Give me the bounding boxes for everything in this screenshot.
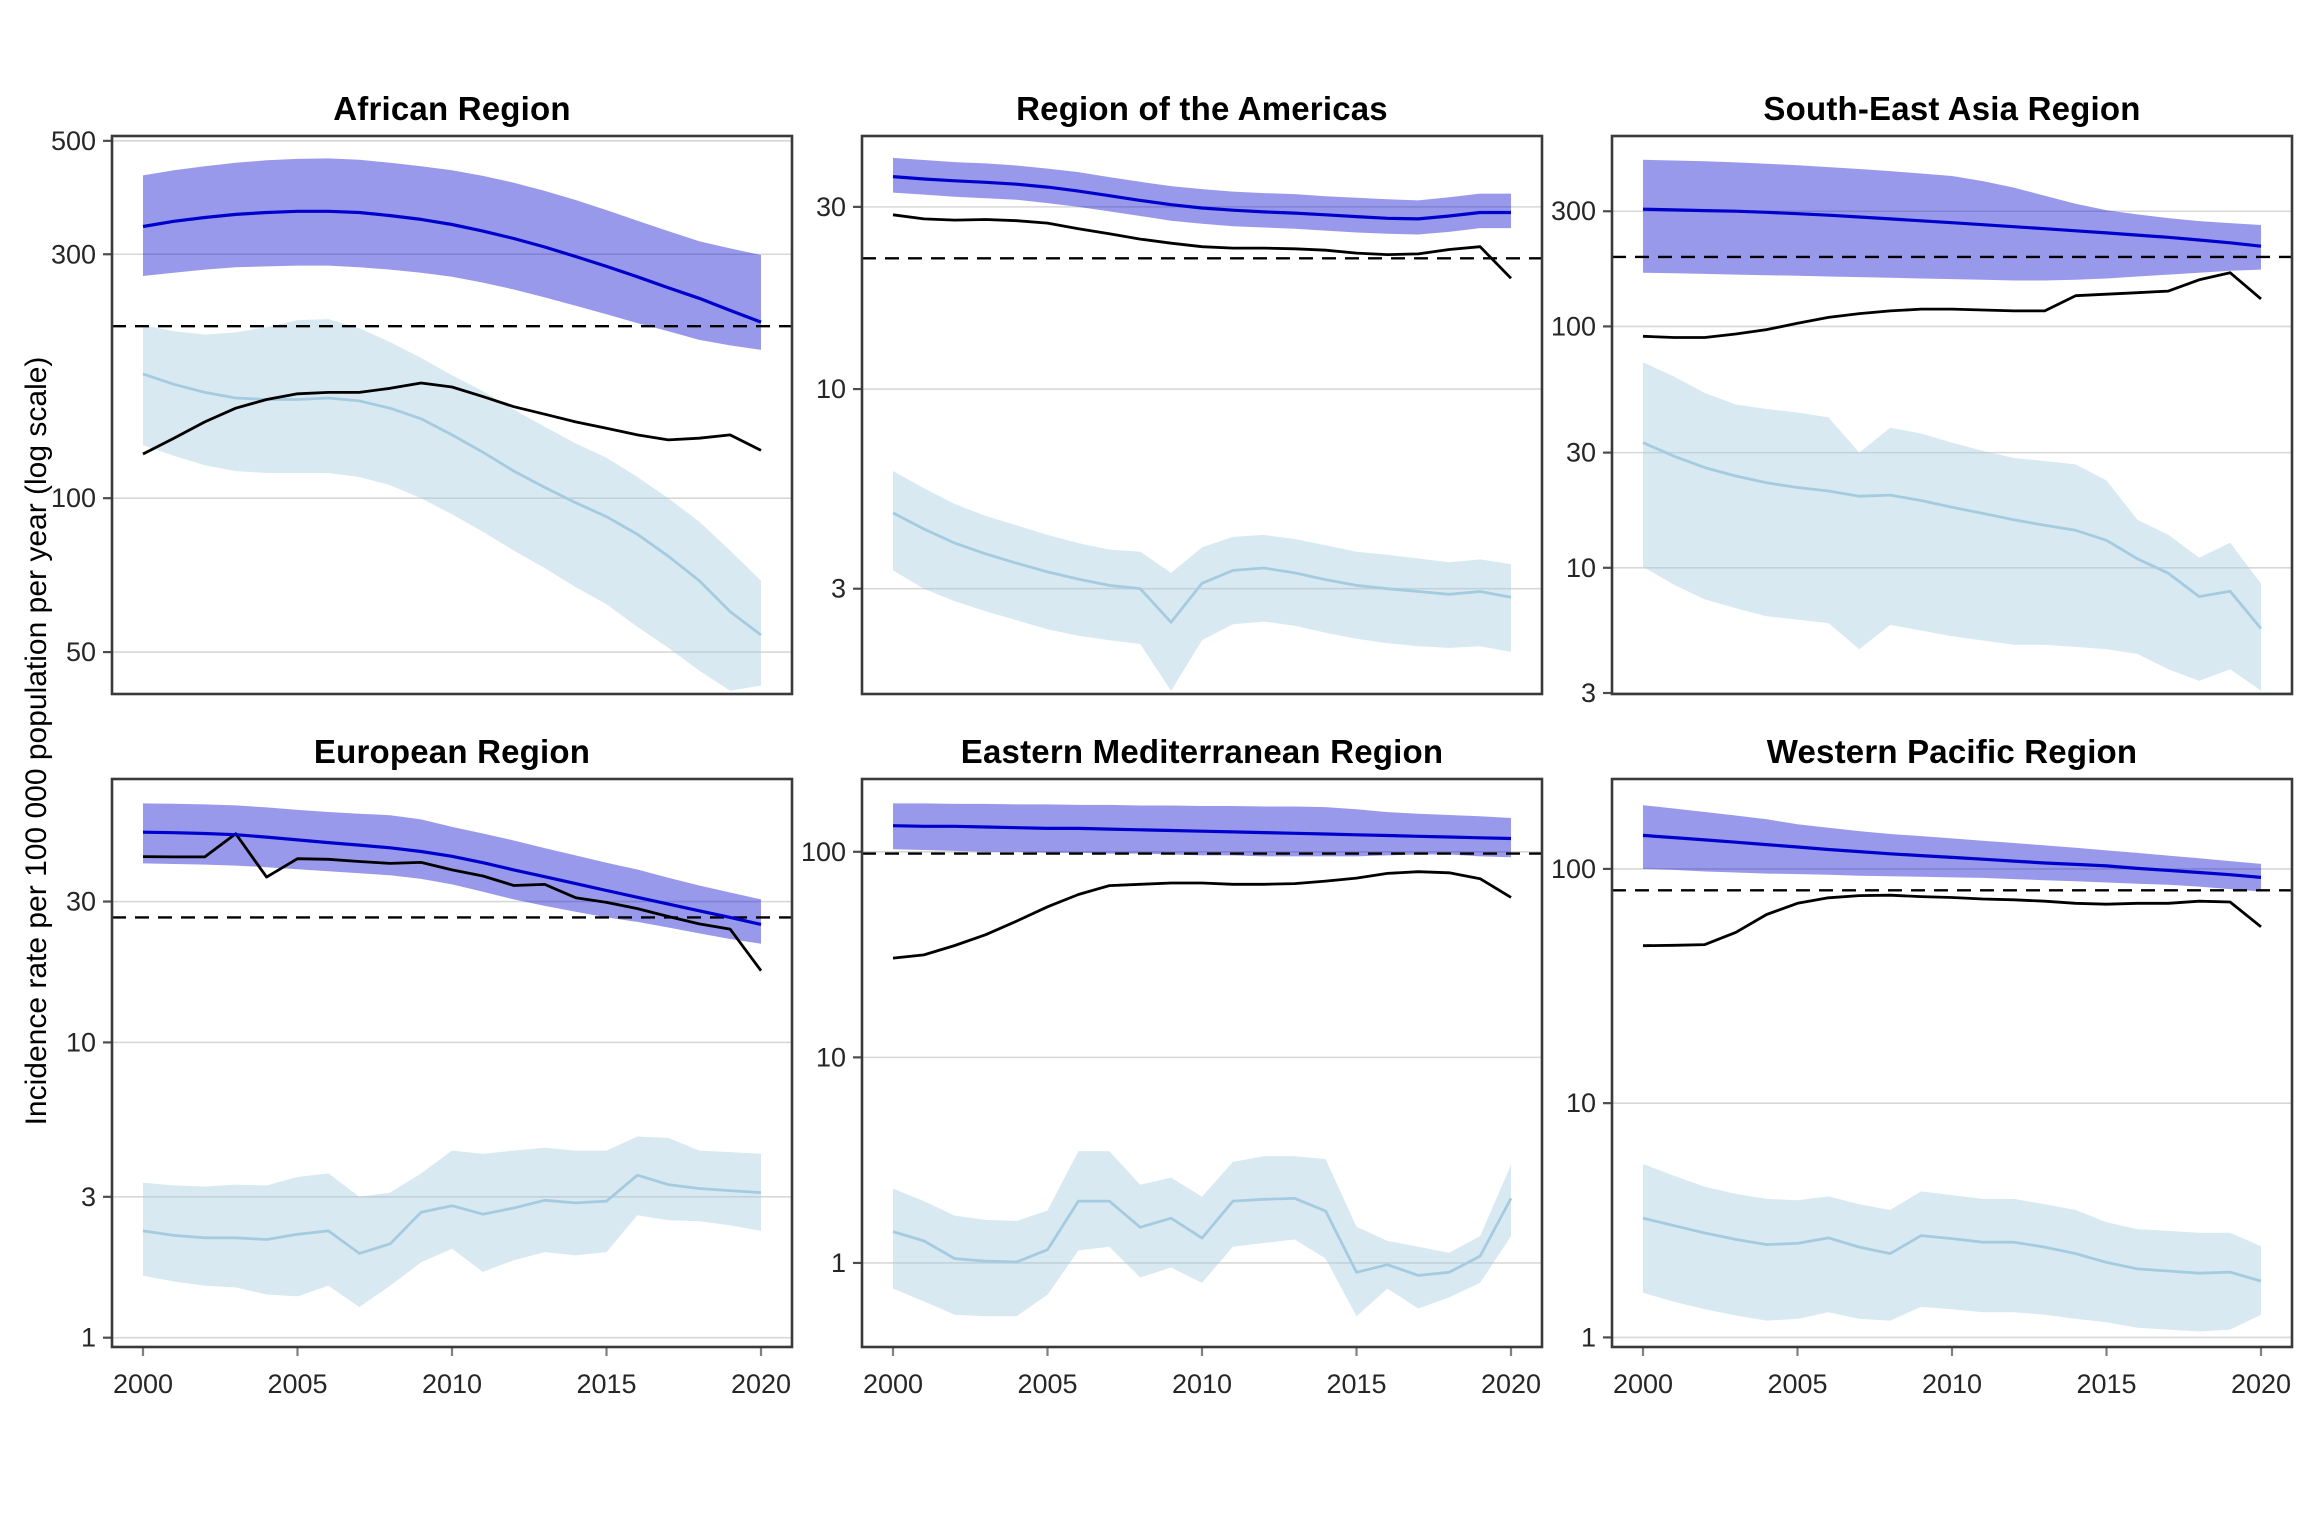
panel-eastern-mediterranean-region: 100 10 1 2000 2005 2010 2015 2020 bbox=[801, 777, 1544, 1399]
svg-text:2005: 2005 bbox=[1017, 1369, 1077, 1399]
svg-text:10: 10 bbox=[816, 374, 846, 404]
panel-south-east-asia-region: 300 100 30 10 3 bbox=[1551, 134, 2294, 708]
svg-text:2020: 2020 bbox=[2231, 1369, 2291, 1399]
svg-text:100: 100 bbox=[51, 483, 96, 513]
svg-text:2020: 2020 bbox=[1481, 1369, 1541, 1399]
panel-title-western-pacific-region: Western Pacific Region bbox=[1766, 733, 2138, 770]
svg-text:2010: 2010 bbox=[1922, 1369, 1982, 1399]
svg-text:10: 10 bbox=[66, 1027, 96, 1057]
svg-text:1: 1 bbox=[1581, 1322, 1596, 1352]
svg-text:3: 3 bbox=[81, 1182, 96, 1212]
svg-text:30: 30 bbox=[66, 887, 96, 917]
svg-text:500: 500 bbox=[51, 126, 96, 156]
svg-text:2000: 2000 bbox=[113, 1369, 173, 1399]
svg-text:2000: 2000 bbox=[1613, 1369, 1673, 1399]
panel-western-pacific-region: 100 10 1 2000 2005 2010 2015 2020 bbox=[1551, 777, 2294, 1399]
panel-title-european-region: European Region bbox=[313, 733, 591, 770]
svg-text:3: 3 bbox=[831, 574, 846, 604]
svg-text:30: 30 bbox=[816, 192, 846, 222]
svg-text:10: 10 bbox=[816, 1042, 846, 1072]
svg-text:2015: 2015 bbox=[1326, 1369, 1386, 1399]
svg-text:100: 100 bbox=[1551, 854, 1596, 884]
svg-text:300: 300 bbox=[51, 239, 96, 269]
panel-region-of-the-americas: 30 10 3 bbox=[816, 134, 1544, 696]
svg-text:2010: 2010 bbox=[1172, 1369, 1232, 1399]
svg-text:2000: 2000 bbox=[863, 1369, 923, 1399]
svg-text:2015: 2015 bbox=[2076, 1369, 2136, 1399]
panel-european-region: 30 10 3 1 2000 2005 2010 2015 2020 bbox=[66, 777, 794, 1399]
svg-text:10: 10 bbox=[1566, 553, 1596, 583]
svg-text:50: 50 bbox=[66, 637, 96, 667]
svg-text:2005: 2005 bbox=[1767, 1369, 1827, 1399]
panel-title-eastern-mediterranean-region: Eastern Mediterranean Region bbox=[960, 733, 1444, 770]
svg-text:1: 1 bbox=[81, 1323, 96, 1353]
svg-text:2020: 2020 bbox=[731, 1369, 791, 1399]
svg-text:3: 3 bbox=[1581, 678, 1596, 708]
panel-title-african-region: African Region bbox=[333, 90, 571, 127]
svg-text:10: 10 bbox=[1566, 1088, 1596, 1118]
svg-text:2010: 2010 bbox=[422, 1369, 482, 1399]
svg-text:30: 30 bbox=[1566, 438, 1596, 468]
y-axis-label: Incidence rate per 100 000 population pe… bbox=[20, 356, 53, 1126]
svg-text:2015: 2015 bbox=[576, 1369, 636, 1399]
svg-text:100: 100 bbox=[801, 837, 846, 867]
panel-african-region: 500 300 100 50 bbox=[51, 126, 794, 696]
svg-text:1: 1 bbox=[831, 1248, 846, 1278]
svg-text:100: 100 bbox=[1551, 311, 1596, 341]
svg-text:300: 300 bbox=[1551, 196, 1596, 226]
svg-text:2005: 2005 bbox=[267, 1369, 327, 1399]
panel-title-south-east-asia-region: South-East Asia Region bbox=[1763, 90, 2141, 127]
panel-title-region-of-the-americas: Region of the Americas bbox=[1016, 90, 1388, 127]
